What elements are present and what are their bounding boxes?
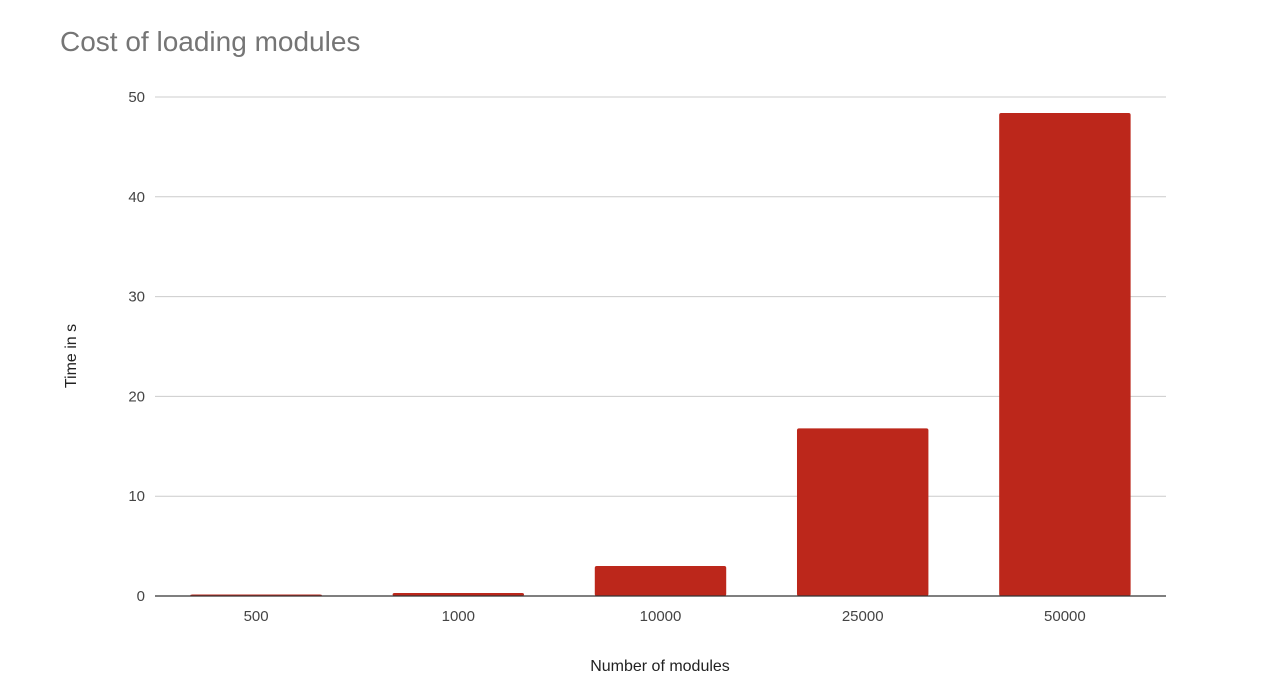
- y-tick-label: 10: [128, 488, 145, 505]
- bar-25000: [796, 428, 929, 596]
- x-tick-label: 500: [244, 608, 269, 625]
- bar-10000: [594, 566, 727, 596]
- y-tick-label: 20: [128, 388, 145, 405]
- y-tick-label: 0: [137, 588, 145, 605]
- x-tick-labels: 500 1000 10000 25000 50000: [244, 608, 1086, 625]
- bars: [190, 112, 1131, 596]
- chart-title: Cost of loading modules: [60, 26, 361, 57]
- x-axis-label: Number of modules: [590, 658, 730, 675]
- x-tick-label: 10000: [640, 608, 682, 625]
- x-tick-label: 25000: [842, 608, 884, 625]
- bar-50000: [999, 112, 1131, 596]
- y-tick-labels: 0 10 20 30 40 50: [128, 89, 145, 605]
- y-tick-label: 50: [128, 89, 145, 106]
- y-tick-label: 30: [128, 289, 145, 306]
- grid-lines: [155, 96, 1166, 497]
- x-tick-label: 1000: [442, 608, 475, 625]
- y-tick-label: 40: [128, 189, 145, 206]
- x-tick-label: 50000: [1044, 608, 1086, 625]
- bar-1000: [392, 593, 525, 596]
